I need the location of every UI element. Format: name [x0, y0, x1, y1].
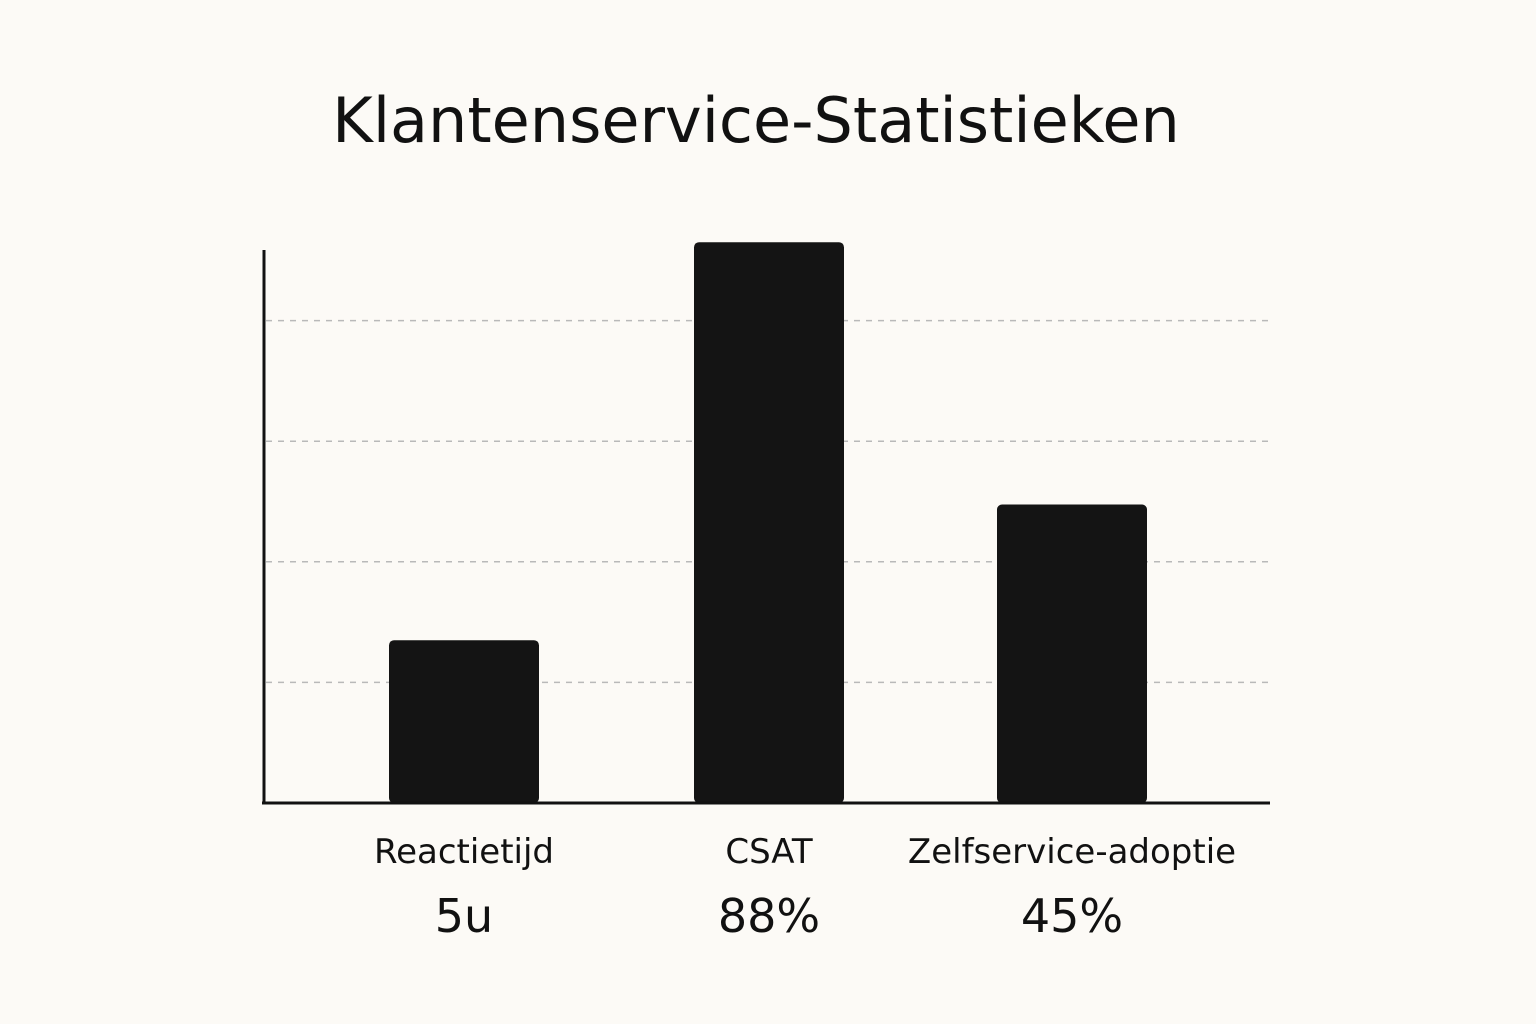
chart-title: Klantenservice-Statistieken [332, 84, 1180, 157]
category-label-zelfservice-adoptie: Zelfservice-adoptie [908, 832, 1236, 872]
category-label-reactietijd: Reactietijd [374, 832, 554, 872]
bar-zelfservice-adoptie [997, 504, 1147, 803]
category-labels: Reactietijd 5u CSAT 88% Zelfservice-adoptie 4… [374, 832, 1236, 943]
value-label-csat: 88% [718, 889, 820, 943]
bar-reactietijd [389, 640, 539, 803]
bars [389, 242, 1147, 803]
value-label-reactietijd: 5u [435, 889, 493, 943]
bar-csat [694, 242, 844, 803]
value-label-zelfservice-adoptie: 45% [1021, 889, 1123, 943]
category-label-csat: CSAT [725, 832, 813, 872]
